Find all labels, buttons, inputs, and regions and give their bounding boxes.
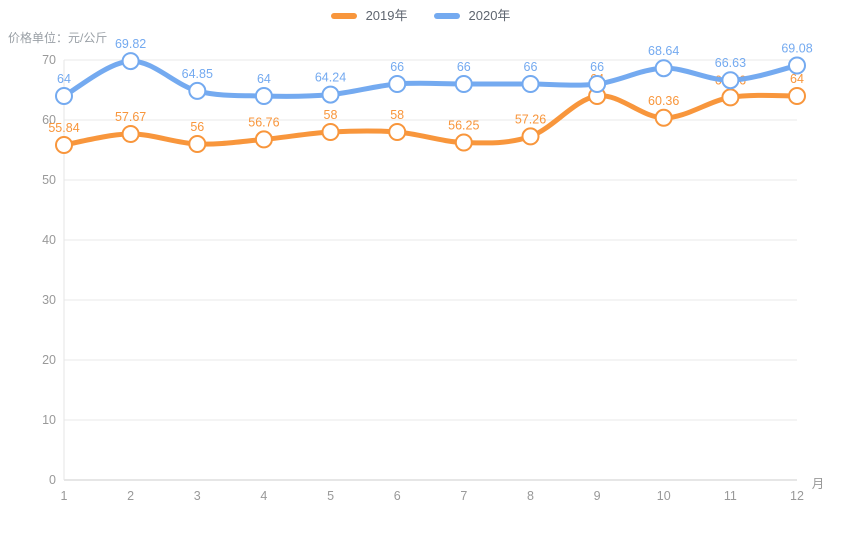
data-label-2020-m1: 64 [57,72,71,86]
data-label-2020-m7: 66 [457,60,471,74]
data-point-2020-m12[interactable] [788,56,806,75]
legend-marker-2020 [433,13,460,19]
x-axis-unit-label: 月 [812,477,825,491]
data-point-2020-m11[interactable] [721,71,740,90]
x-tick-label: 5 [327,489,334,503]
legend-marker-2019 [330,13,357,19]
data-point-2019-m12[interactable] [788,87,806,105]
data-point-2020-m8[interactable] [521,75,540,93]
x-tick-label: 1 [61,489,68,503]
x-tick-label: 10 [657,489,671,503]
data-point-2019-m8[interactable] [521,127,540,146]
data-point-2020-m7[interactable] [454,75,473,93]
legend-item-2020[interactable]: 2020年 [433,8,511,23]
data-label-2020-m6: 66 [390,60,404,74]
data-point-2020-m4[interactable] [254,87,273,105]
x-tick-label: 9 [594,489,601,503]
x-tick-label: 3 [194,489,201,503]
data-label-2019-m12: 64 [790,72,804,86]
data-label-2019-m10: 60.36 [648,94,679,108]
data-point-2019-m3[interactable] [188,135,207,153]
y-tick-label: 20 [42,353,56,367]
data-label-2020-m5: 64.24 [315,71,346,85]
x-tick-label: 11 [724,489,737,503]
x-tick-label: 4 [260,489,267,503]
series-line-2020[interactable] [61,58,800,99]
legend-item-2019[interactable]: 2019年 [330,8,408,23]
data-point-2019-m7[interactable] [454,133,473,152]
data-point-2020-m10[interactable] [654,59,673,78]
y-tick-label: 70 [42,53,56,67]
data-point-2019-m2[interactable] [121,125,140,143]
x-tick-label: 2 [127,489,134,503]
data-label-2020-m8: 66 [524,60,538,74]
data-point-2020-m3[interactable] [188,81,207,100]
data-label-2019-m8: 57.26 [515,112,546,126]
data-label-2019-m1: 55.84 [48,121,79,135]
data-point-2019-m5[interactable] [321,123,340,141]
x-tick-label: 8 [527,489,534,503]
data-point-2019-m6[interactable] [388,123,407,141]
data-label-2020-m2: 69.82 [115,37,146,51]
x-tick-label: 12 [790,489,804,503]
x-tick-label: 7 [460,489,467,503]
data-label-2020-m4: 64 [257,72,271,86]
data-label-2019-m4: 56.76 [248,115,279,129]
data-point-2020-m5[interactable] [321,85,340,104]
data-label-2019-m6: 58 [390,108,404,122]
data-label-2020-m3: 64.85 [182,67,213,81]
data-point-2020-m1[interactable] [55,87,73,105]
data-label-2019-m7: 56.25 [448,119,479,133]
data-label-2020-m12: 69.08 [781,42,812,56]
legend: 2019年 2020年 [0,9,841,23]
data-label-2020-m10: 68.64 [648,44,679,58]
y-tick-label: 30 [42,293,56,307]
data-label-2019-m3: 56 [190,120,204,134]
y-tick-label: 50 [42,173,56,187]
data-label-2020-m11: 66.63 [715,56,746,70]
data-point-2020-m9[interactable] [588,75,607,93]
y-tick-label: 0 [49,473,56,487]
y-axis-unit-label: 价格单位：元/公斤 [8,31,108,45]
legend-label-2020: 2020年 [468,8,511,23]
data-label-2019-m5: 58 [324,108,338,122]
data-label-2019-m2: 57.67 [115,110,146,124]
data-point-2019-m4[interactable] [254,130,273,149]
data-point-2020-m2[interactable] [121,52,140,71]
data-point-2019-m1[interactable] [55,136,73,154]
y-tick-label: 40 [42,233,56,247]
y-tick-label: 10 [42,413,56,427]
y-tick-label: 60 [42,113,56,127]
data-point-2019-m11[interactable] [721,88,740,107]
data-point-2019-m10[interactable] [654,108,673,127]
x-tick-label: 6 [394,489,401,503]
data-label-2020-m9: 66 [590,60,604,74]
legend-label-2019: 2019年 [365,8,408,23]
data-point-2020-m6[interactable] [388,75,407,93]
